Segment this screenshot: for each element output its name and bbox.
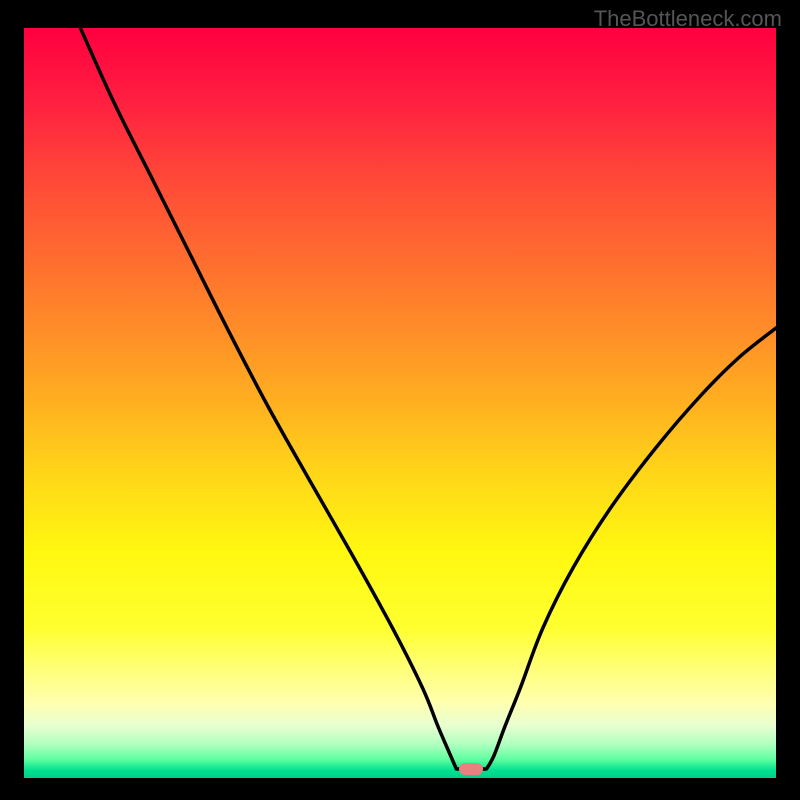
bottleneck-curve xyxy=(24,28,776,778)
plot-area xyxy=(24,28,776,778)
optimal-marker xyxy=(459,763,483,775)
curve-path xyxy=(80,28,776,769)
watermark-text: TheBottleneck.com xyxy=(594,6,782,32)
